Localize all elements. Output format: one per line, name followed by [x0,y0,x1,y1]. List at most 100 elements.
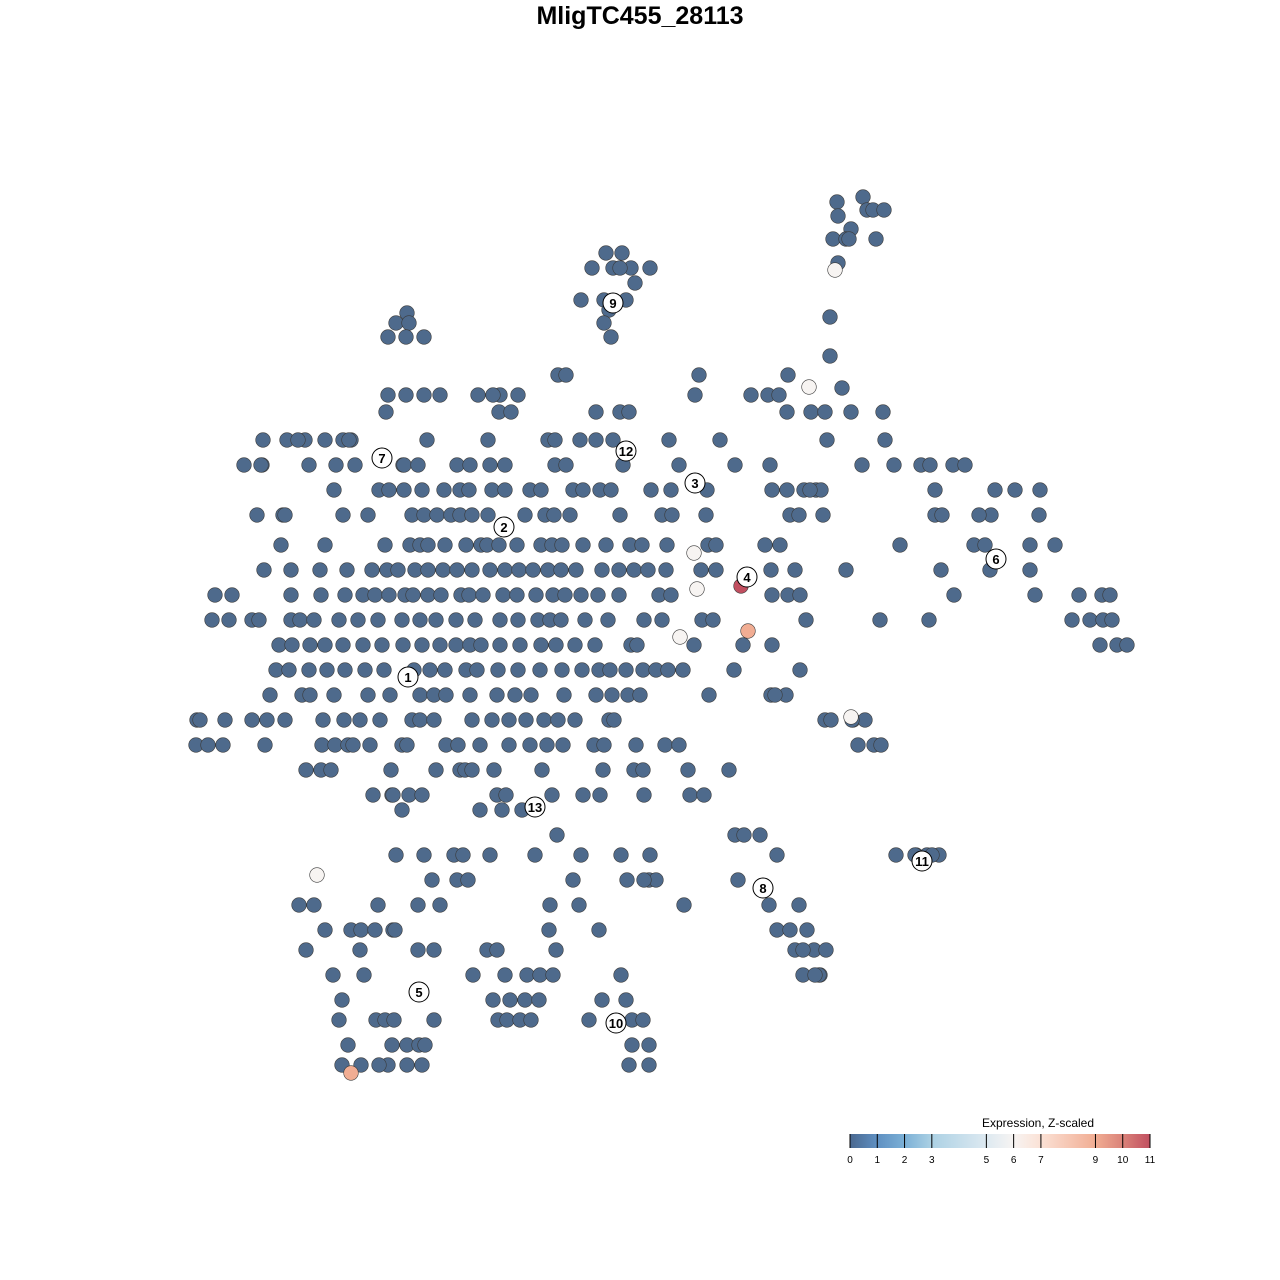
data-point [555,737,571,753]
cluster-label: 1 [397,666,419,688]
data-point [292,612,308,628]
data-point [475,587,491,603]
data-point [752,827,768,843]
data-point [922,457,938,473]
data-point [523,687,539,703]
data-point [572,432,588,448]
data-point [619,872,635,888]
data-point [207,587,223,603]
data-point [412,687,428,703]
data-point [277,507,293,523]
data-point [461,482,477,498]
data-point [1022,537,1038,553]
data-point [549,827,565,843]
data-point [436,482,452,498]
cluster-label-badge [736,566,758,588]
data-point [291,897,307,913]
cluster-label: 8 [752,877,774,899]
data-point [255,432,271,448]
data-point [277,712,293,728]
data-point [489,687,505,703]
data-point [381,587,397,603]
cluster-label: 3 [684,472,706,494]
data-point [696,787,712,803]
cluster-label-badge [605,1012,627,1034]
data-point [396,457,412,473]
data-point [412,612,428,628]
legend-tick-label: 3 [929,1155,935,1166]
data-point [497,482,513,498]
data-point [298,942,314,958]
data-point [971,507,987,523]
cluster-label-badge [408,981,430,1003]
data-point [872,612,888,628]
data-point [581,1012,597,1028]
data-point [498,787,514,803]
data-point [730,872,746,888]
data-point [892,537,908,553]
data-point [482,562,498,578]
data-point [385,787,401,803]
data-point [682,787,698,803]
data-point [503,404,519,420]
data-point [290,432,306,448]
data-point [236,457,252,473]
data-point [410,942,426,958]
data-point [575,482,591,498]
data-point [251,612,267,628]
data-point [317,537,333,553]
data-point [663,587,679,603]
data-point [1032,482,1048,498]
data-point [347,457,363,473]
data-point [1119,637,1135,653]
data-point [782,922,798,938]
data-point [654,612,670,628]
data-point [977,537,993,553]
data-point [455,847,471,863]
legend-tick-label: 5 [984,1155,990,1166]
data-point [501,737,517,753]
data-point [510,387,526,403]
data-point [598,245,614,261]
data-point [464,762,480,778]
cluster-label-text: 2 [500,520,507,535]
cluster-label-badge [752,877,774,899]
data-point [769,847,785,863]
data-point [888,847,904,863]
data-point [398,387,414,403]
data-point [819,432,835,448]
data-point [302,637,318,653]
data-point [841,231,857,247]
data-point [933,562,949,578]
legend-tick-label: 11 [1145,1155,1156,1166]
data-point [283,562,299,578]
data-point [364,562,380,578]
data-point [301,457,317,473]
data-point [337,662,353,678]
data-point [386,1012,402,1028]
data-point [533,482,549,498]
data-point [284,637,300,653]
data-point [757,537,773,553]
data-point [886,457,902,473]
cluster-label-text: 6 [992,552,999,567]
cluster-label: 4 [736,566,758,588]
data-point [686,637,702,653]
data-point [604,687,620,703]
data-point [691,367,707,383]
cluster-label-text: 13 [528,800,542,815]
legend-title: Expression, Z-scaled [982,1116,1094,1130]
data-point [428,612,444,628]
data-point [426,1012,442,1028]
data-point [624,1037,640,1053]
data-point [510,612,526,628]
data-point [1027,587,1043,603]
data-point [946,587,962,603]
data-point [823,712,839,728]
data-point [429,507,445,523]
data-point [464,507,480,523]
data-point [518,712,534,728]
data-point [352,942,368,958]
